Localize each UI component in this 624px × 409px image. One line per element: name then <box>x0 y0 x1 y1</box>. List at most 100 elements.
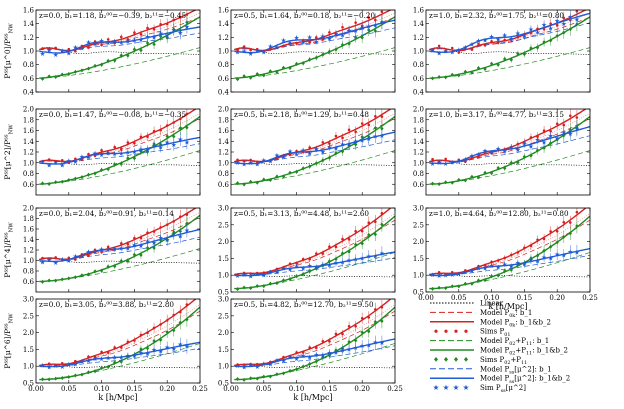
plot-area: ★★★★★★★★★★★★★★★★★★★★★★★ <box>234 299 395 382</box>
blue-marker: ★ <box>346 140 352 148</box>
green-marker <box>353 338 358 343</box>
red-marker <box>496 259 500 262</box>
green-marker <box>40 279 45 284</box>
blue-marker: ★ <box>462 155 468 163</box>
y-tick-label: 1.2 <box>23 34 34 42</box>
green-marker <box>60 375 64 380</box>
y-tick-label: 2.0 <box>218 106 229 114</box>
green-marker <box>450 284 454 289</box>
blue-marker: ★ <box>125 148 131 156</box>
green-marker <box>268 281 273 286</box>
blue-marker: ★ <box>300 352 306 360</box>
panel-0-2: ★ ★ ★ ★ ★ ★ ★ ★ ★ ★ ★ ★ ★★ ★★ ★★ ★★ ★★ ★0.40.60.81.01.21.… <box>413 7 591 97</box>
red-marker <box>67 256 71 260</box>
green-marker <box>185 125 189 130</box>
green-marker <box>555 240 559 245</box>
blue-marker: ★ <box>320 261 326 269</box>
x-tick-label: 0.25 <box>192 385 208 393</box>
red-marker <box>106 351 110 354</box>
red-marker <box>314 36 318 39</box>
blue-marker: ★ <box>528 256 534 264</box>
green-marker <box>145 245 150 250</box>
red-marker <box>179 310 182 314</box>
green-marker <box>529 46 533 51</box>
plot-area: ★★★★★★★★★★★★★★★★★★★★★★★ <box>429 208 590 291</box>
red-marker <box>74 157 77 161</box>
green-marker <box>443 75 448 80</box>
panel-2-1: ★ ★ ★ ★ ★ ★ ★ ★ ★ ★ ★ ★ ★ ★ ★ ★ ★ ★ ★ ★ ★ ★ ★0.51.01.52.02.53.… <box>218 205 396 297</box>
green-marker <box>575 223 579 228</box>
y-tick-label: 1.6 <box>218 7 230 15</box>
green-marker <box>430 286 435 291</box>
blue-marker: ★ <box>436 49 442 57</box>
blue-marker: ★ <box>164 31 170 39</box>
blue-marker: ★ <box>340 141 346 149</box>
green-marker <box>340 42 345 47</box>
red-marker <box>47 47 51 50</box>
blue-marker: ★ <box>112 150 118 158</box>
green-marker <box>235 77 240 82</box>
y-axis-label: Pss[μ^0]/PssNW <box>3 23 14 79</box>
red-marker <box>185 112 189 116</box>
red-marker <box>80 44 84 48</box>
blue-marker: ★ <box>274 268 280 276</box>
blue-marker: ★ <box>320 148 326 156</box>
red-marker <box>354 229 357 233</box>
red-marker <box>185 213 189 216</box>
red-marker <box>496 41 500 45</box>
x-tick-label: 0.15 <box>517 294 533 302</box>
red-dotted-line <box>39 304 200 367</box>
green-marker <box>353 242 358 247</box>
blue-marker: ★ <box>164 236 170 244</box>
red-marker <box>159 128 162 132</box>
blue-marker: ★ <box>326 144 332 152</box>
red-marker <box>146 231 149 234</box>
blue-marker: ★ <box>254 47 260 55</box>
green-marker <box>126 259 130 264</box>
blue-marker: ★ <box>171 141 177 149</box>
red-marker <box>126 340 130 344</box>
red-solid-line <box>429 208 587 276</box>
blue-marker: ★ <box>145 350 151 358</box>
blue-marker: ★ <box>502 261 508 269</box>
red-dotted-line <box>39 12 200 51</box>
blue-marker: ★ <box>66 50 72 58</box>
red-marker <box>380 305 384 309</box>
legend-label: Sim Pss[μ^2] <box>480 384 526 394</box>
green-marker <box>53 74 58 79</box>
red-marker <box>172 18 176 22</box>
red-marker <box>367 123 371 127</box>
y-tick-label: 0.6 <box>413 75 425 83</box>
panel-title: z=0.0, b₁=1.18, b₂⁰⁰=−0.39, b₂¹¹=−0.45 <box>39 11 186 20</box>
red-marker <box>87 254 90 257</box>
blue-marker: ★ <box>46 256 52 264</box>
blue-marker: ★ <box>307 262 313 270</box>
green-marker <box>47 74 51 79</box>
red-marker <box>367 16 371 19</box>
green-marker <box>235 376 240 381</box>
y-tick-label: 1.5 <box>218 255 229 263</box>
blue-marker: ★ <box>184 226 190 234</box>
green-marker <box>301 272 305 277</box>
red-marker <box>308 257 312 261</box>
green-marker <box>340 149 345 154</box>
blue-marker: ★ <box>554 251 560 259</box>
y-tick-label: 1.0 <box>218 48 229 56</box>
red-marker <box>139 236 143 240</box>
green-marker <box>367 329 371 334</box>
legend-label: Model P02+P11: b_1 <box>480 337 549 347</box>
blue-marker: ★ <box>105 39 111 47</box>
red-marker <box>374 114 377 118</box>
red-marker <box>262 271 266 274</box>
blue-marker: ★ <box>379 250 385 258</box>
blue-marker: ★ <box>145 146 151 154</box>
blue-marker: ★ <box>495 263 501 271</box>
legend-marker: ★ <box>433 383 440 392</box>
green-marker <box>535 45 540 50</box>
blue-marker: ★ <box>261 157 267 165</box>
blue-marker: ★ <box>372 132 378 140</box>
blue-marker: ★ <box>72 252 78 260</box>
panel-title: z=1.0, b₁=4.64, b₂⁰⁰=12.80, b₂¹¹=0.80 <box>429 209 569 218</box>
green-marker <box>509 267 513 272</box>
blue-marker: ★ <box>138 349 144 357</box>
